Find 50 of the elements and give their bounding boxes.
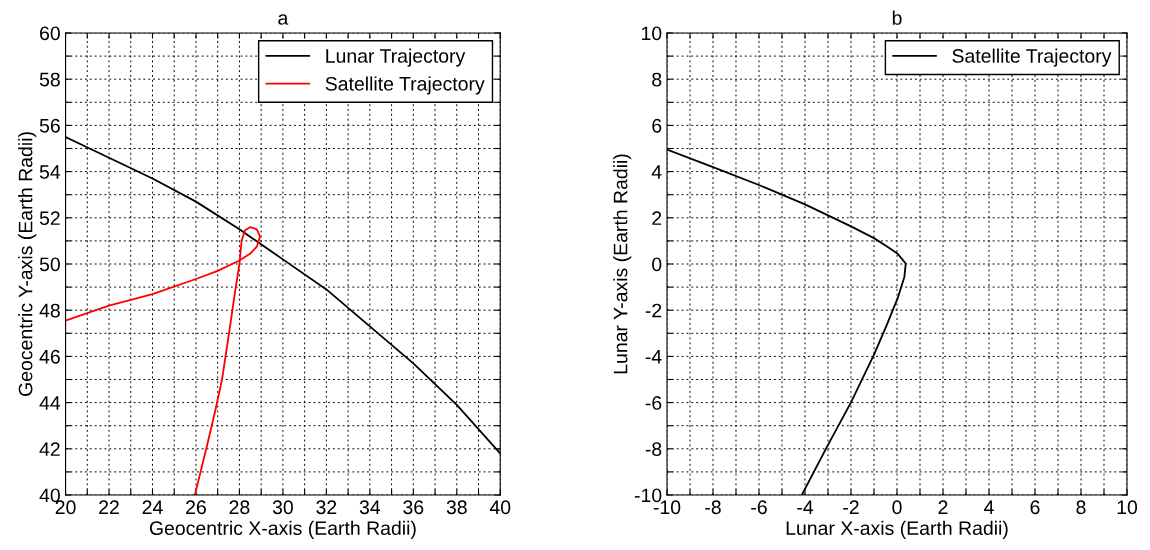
x-tick-label: 32: [316, 500, 337, 515]
x-tick-label: -6: [751, 500, 767, 515]
x-tick-label: 8: [1076, 500, 1086, 515]
x-tick-label: 40: [489, 500, 511, 515]
x-tick-label: 38: [446, 500, 467, 515]
x-tick-label: 30: [272, 500, 293, 515]
y-tick-label: 2: [652, 211, 662, 225]
legend-label: Satellite Trajectory: [325, 76, 485, 95]
chart-title: a: [278, 14, 289, 25]
y-tick-label: 44: [39, 396, 61, 410]
x-tick-label: -2: [843, 500, 859, 514]
y-tick-label: 48: [39, 303, 60, 318]
y-tick-label: 0: [652, 257, 662, 272]
y-axis-title: Geocentric Y-axis (Earth Radii): [18, 132, 37, 396]
x-tick-label: 36: [403, 500, 424, 515]
x-axis-title: Lunar X-axis (Earth Radii): [786, 520, 1008, 539]
x-tick-label: 10: [1117, 500, 1138, 515]
y-tick-label: -4: [645, 350, 662, 364]
y-tick-label: 50: [39, 257, 60, 272]
y-tick-label: 56: [39, 118, 60, 133]
y-tick-label: 46: [39, 349, 60, 364]
y-tick-label: 6: [652, 118, 662, 133]
y-tick-label: 60: [40, 26, 60, 41]
x-tick-label: 24: [142, 500, 163, 514]
x-tick-label: -8: [705, 500, 721, 515]
x-tick-label: 22: [99, 500, 119, 514]
y-tick-label: 42: [39, 442, 60, 456]
legend-label: Lunar Trajectory: [326, 48, 466, 67]
x-tick-label: 34: [359, 500, 381, 515]
x-axis-title: Geocentric X-axis (Earth Radii): [149, 520, 416, 539]
legend-label: Satellite Trajectory: [952, 48, 1112, 67]
chart-title: b: [892, 10, 902, 25]
x-tick-label: 26: [186, 500, 206, 515]
x-tick-label: 28: [229, 500, 250, 515]
y-tick-label: 4: [651, 165, 662, 179]
y-tick-label: 52: [39, 211, 60, 226]
x-tick-label: -4: [797, 500, 814, 514]
line-series: [65, 226, 261, 495]
x-tick-label: 2: [938, 500, 948, 514]
y-tick-label: -2: [645, 303, 662, 318]
y-tick-label: -6: [645, 396, 662, 410]
x-tick-label: 6: [1030, 500, 1040, 515]
y-axis-title: Lunar Y-axis (Earth Radii): [613, 154, 632, 374]
x-tick-label: 4: [984, 500, 994, 514]
y-tick-label: 8: [652, 72, 662, 87]
y-tick-label: 10: [642, 26, 662, 41]
x-tick-label: 0: [892, 500, 902, 515]
y-tick-label: 58: [39, 72, 60, 87]
y-tick-label: -8: [645, 442, 662, 457]
y-tick-label: 54: [39, 165, 61, 179]
